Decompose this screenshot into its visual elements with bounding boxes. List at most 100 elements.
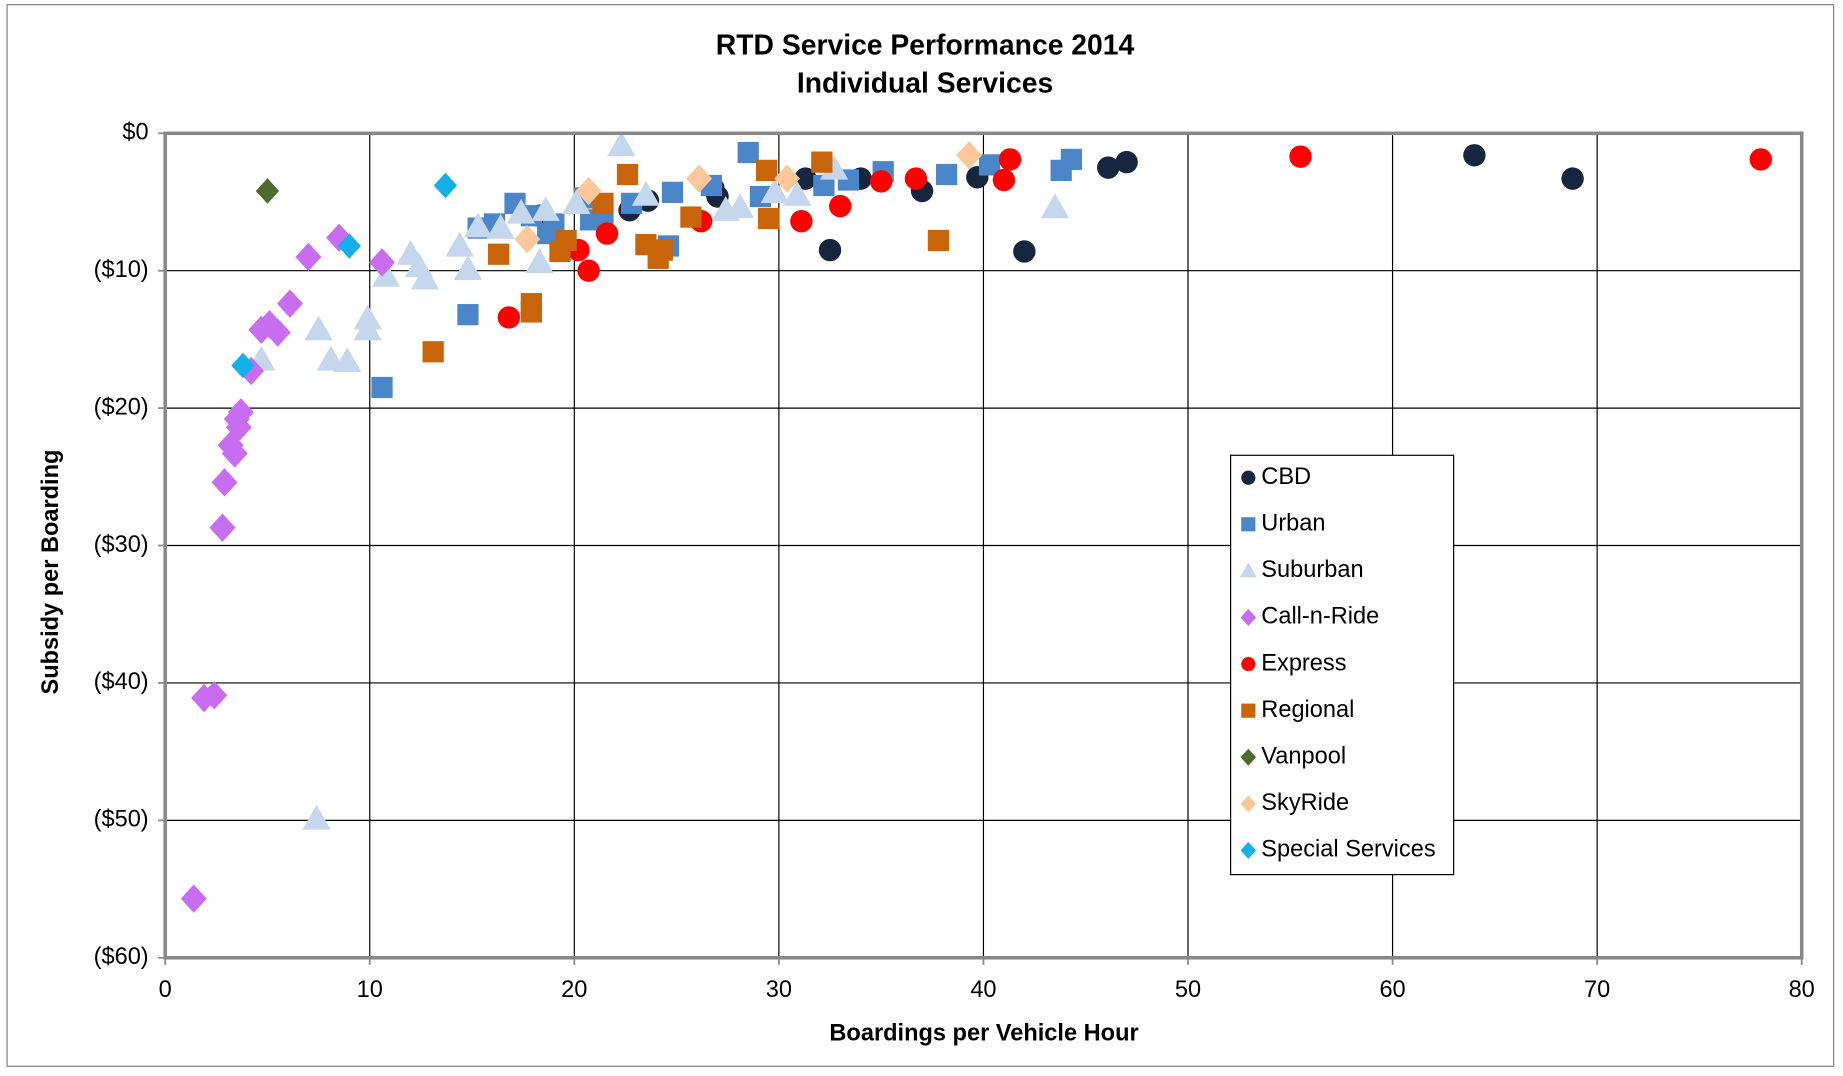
point — [686, 164, 713, 193]
x-tick-label: 0 — [159, 976, 172, 1002]
point — [978, 154, 1001, 176]
y-axis-label: Subsidy per Boarding — [37, 450, 63, 695]
point — [537, 222, 559, 245]
point — [201, 681, 228, 710]
point — [353, 315, 382, 341]
point — [829, 194, 852, 218]
x-tick-label: 60 — [1379, 976, 1405, 1002]
point — [453, 255, 483, 280]
point — [525, 248, 554, 274]
x-tick-label: 20 — [561, 976, 587, 1002]
point — [371, 376, 393, 399]
legend-marker — [1239, 562, 1257, 578]
plot-border — [163, 131, 1804, 960]
point — [231, 352, 255, 379]
point — [1115, 150, 1138, 174]
point — [457, 304, 479, 326]
point — [790, 210, 813, 233]
point — [631, 180, 661, 206]
x-axis-label: Boardings per Vehicle Hour — [829, 1020, 1138, 1046]
legend-label: Express — [1261, 649, 1346, 675]
point — [737, 141, 759, 164]
legend-marker — [1240, 748, 1257, 766]
point — [575, 176, 602, 206]
legend-label: Call-n-Ride — [1261, 603, 1379, 629]
legend-label: SkyRide — [1261, 789, 1349, 815]
point — [488, 243, 510, 265]
point — [1463, 144, 1486, 167]
x-tick-label: 30 — [766, 976, 792, 1002]
point — [1561, 167, 1584, 190]
point — [464, 212, 493, 238]
chart-frame — [6, 4, 1835, 1067]
point — [811, 151, 833, 173]
point — [680, 206, 702, 228]
y-tick-label: $0 — [122, 119, 148, 145]
point — [616, 163, 639, 186]
legend-marker — [1240, 795, 1257, 813]
point — [433, 172, 458, 199]
legend-label: Suburban — [1261, 556, 1363, 582]
point — [818, 238, 842, 262]
point — [755, 159, 778, 182]
point — [555, 229, 577, 252]
point — [819, 154, 849, 180]
point — [595, 222, 619, 245]
point — [998, 148, 1022, 171]
point — [813, 174, 835, 197]
point — [211, 468, 238, 497]
y-tick-label: ($10) — [94, 256, 149, 282]
x-tick-label: 50 — [1175, 976, 1201, 1002]
point — [422, 341, 444, 363]
legend: CBD Urban Suburban Call-n-Ride Express Region… — [1230, 454, 1455, 876]
point — [520, 293, 542, 315]
legend-marker — [1241, 470, 1256, 485]
point — [304, 315, 333, 341]
point — [783, 180, 812, 206]
point — [577, 259, 600, 282]
point — [904, 167, 928, 190]
point — [531, 196, 560, 221]
legend-marker — [1241, 656, 1256, 672]
point — [302, 804, 331, 830]
legend-label: Special Services — [1261, 836, 1435, 862]
chart-subtitle: Individual Services — [797, 66, 1053, 98]
point — [794, 167, 817, 190]
point — [276, 289, 303, 318]
point — [992, 168, 1016, 192]
point — [927, 229, 950, 252]
point — [497, 306, 521, 329]
x-tick-label: 40 — [970, 976, 996, 1002]
point — [371, 262, 401, 287]
point — [333, 347, 362, 373]
legend-label: Vanpool — [1261, 742, 1346, 768]
point — [936, 163, 958, 186]
point — [180, 884, 207, 913]
point — [562, 189, 591, 214]
legend-marker — [1240, 608, 1257, 626]
chart-title: RTD Service Performance 2014 — [716, 29, 1135, 61]
legend-label: Urban — [1261, 510, 1325, 536]
point — [661, 181, 684, 203]
x-tick-label: 10 — [357, 976, 383, 1002]
point — [264, 318, 291, 347]
x-tick-label: 80 — [1789, 976, 1815, 1002]
x-tick-label: 70 — [1584, 976, 1610, 1002]
legend-marker — [1240, 841, 1257, 859]
y-tick-label: ($60) — [94, 943, 149, 969]
y-tick-label: ($50) — [94, 806, 149, 832]
y-tick-label: ($30) — [94, 531, 149, 557]
point — [486, 213, 515, 239]
point — [1050, 159, 1072, 182]
point — [725, 193, 755, 219]
point — [1749, 148, 1772, 171]
point — [1040, 193, 1070, 219]
point — [369, 248, 396, 277]
point — [410, 264, 440, 290]
point — [1097, 156, 1120, 179]
point — [592, 192, 614, 214]
point — [221, 439, 248, 468]
y-tick-label: ($40) — [94, 668, 149, 694]
legend-marker — [1241, 517, 1256, 532]
